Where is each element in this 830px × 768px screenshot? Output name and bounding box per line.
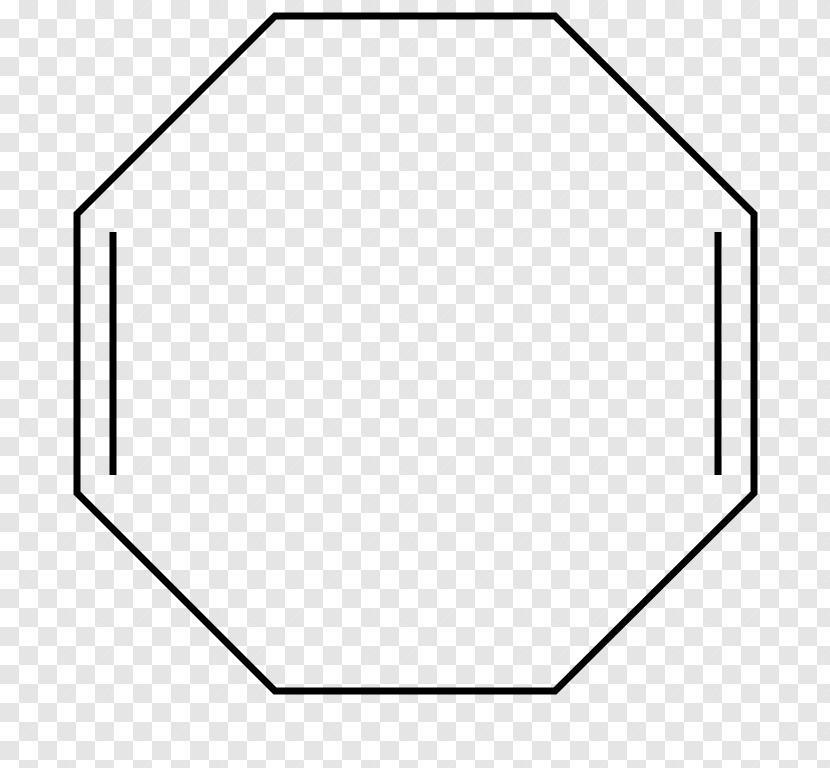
ring-octagon (77, 16, 754, 691)
molecule-diagram (0, 0, 830, 768)
